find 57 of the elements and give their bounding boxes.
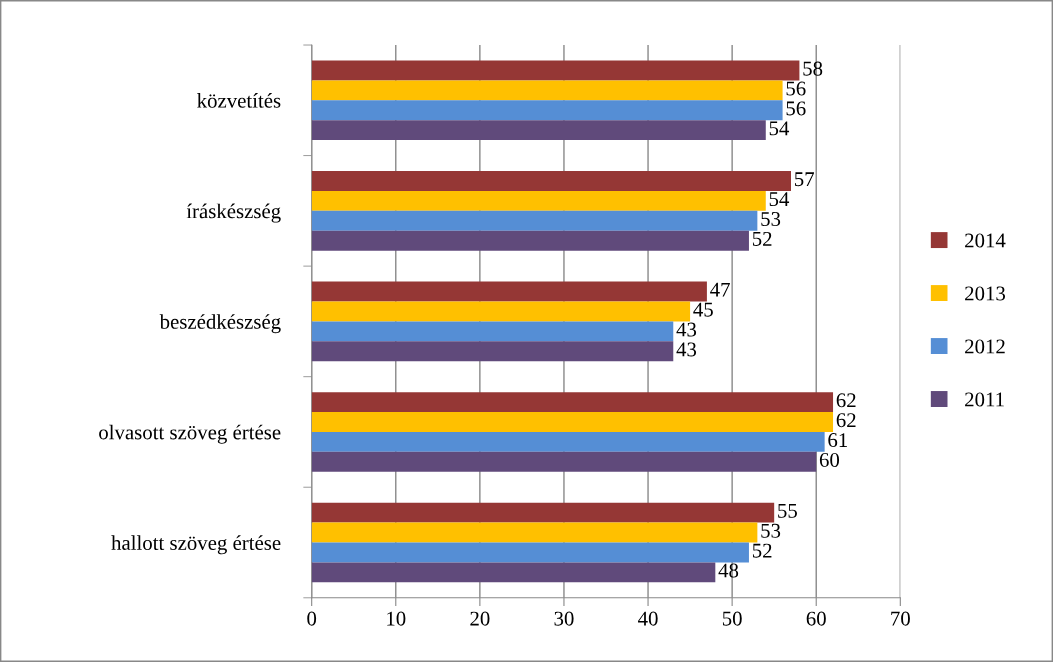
bar [311,281,707,302]
bar [311,392,834,413]
data-label: 57 [794,172,815,187]
bar [311,80,783,101]
bar [311,412,834,432]
bar [311,171,791,191]
bar [311,562,716,583]
bar [311,341,674,362]
y-tick-label: hallott szöveg értése [111,535,281,555]
data-label: 61 [828,433,847,448]
data-label: 62 [836,393,856,408]
data-label: 47 [710,282,730,297]
bar [311,100,783,121]
legend-label: 2012 [965,339,1005,354]
data-label: 48 [718,563,739,578]
data-label: 53 [761,212,781,227]
bar [311,431,825,452]
bar [311,120,766,141]
bar [311,451,817,472]
data-label: 54 [769,121,790,136]
y-tick-label: íráskészség [186,203,281,223]
y-tick-label: közvetítés [197,93,281,108]
legend-label: 2013 [965,286,1006,301]
data-label: 56 [786,81,806,96]
bar [311,190,766,211]
x-tick-label: 60 [806,611,826,626]
data-label: 52 [752,231,772,246]
data-label: 43 [676,342,697,357]
bar [311,522,758,543]
x-tick-label: 30 [554,611,574,626]
data-label: 62 [836,413,856,428]
data-label: 55 [778,504,797,518]
data-label: 56 [786,101,806,116]
bar [311,542,749,563]
data-label: 58 [803,61,823,76]
x-tick-label: 10 [387,611,406,626]
bar [311,321,674,342]
x-tick-label: 0 [307,611,317,626]
bar [311,60,800,81]
legend-label: 2011 [965,392,1004,407]
bar [311,301,691,322]
x-tick-label: 20 [470,611,490,626]
data-label: 43 [676,322,697,337]
bar [311,210,758,231]
legend-label: 2014 [965,233,1006,248]
y-tick-label: olvasott szöveg értése [99,424,281,444]
y-tick-label: beszédkészség [159,314,281,334]
data-label: 54 [769,192,790,207]
bar [311,230,749,251]
data-label: 45 [693,302,713,317]
data-label: 52 [752,543,772,558]
x-tick-label: 50 [722,611,742,626]
x-tick-label: 40 [638,611,658,626]
x-tick-label: 70 [891,611,910,626]
bar [311,502,775,523]
data-label: 53 [761,523,781,538]
data-label: 60 [819,452,840,468]
